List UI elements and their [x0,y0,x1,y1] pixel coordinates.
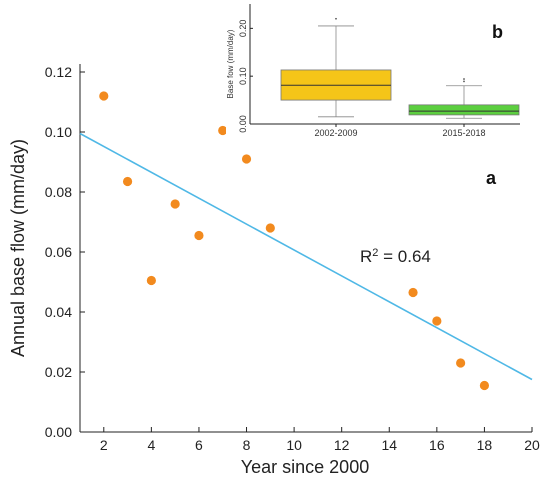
inset-y-ticks: 0.00 0.10 0.20 [238,20,253,133]
y-tick-label: 0.08 [45,184,72,200]
inset-x-tick-label: 2002-2009 [314,128,357,138]
trendline [79,132,533,381]
inset-y-tick-label: 0.10 [238,67,248,85]
outlier-point [463,78,465,80]
x-tick-label: 8 [243,437,251,453]
x-tick-label: 2 [100,437,108,453]
inset-axes [249,4,520,125]
x-tick-label: 14 [381,437,397,453]
data-point [241,154,252,164]
y-tick-label: 0.02 [45,364,72,380]
outlier-point [463,80,465,83]
inset-background [226,0,522,136]
x-tick-label: 4 [147,437,155,453]
x-tick-label: 16 [429,437,445,453]
y-ticks: 0.00 0.02 0.04 0.06 0.08 0.10 0.12 [45,64,85,440]
outlier-point [335,17,337,20]
data-point [265,223,275,233]
data-point [170,199,180,209]
box-2015-2018 [408,78,520,119]
inset-y-tick-label: 0.00 [238,115,248,133]
panel-label-b: b [492,22,503,42]
data-point [99,91,109,101]
x-tick-label: 18 [477,437,493,453]
data-point [479,380,490,391]
data-point [408,287,418,298]
y-tick-label: 0.12 [45,64,72,80]
y-tick-label: 0.04 [45,304,72,320]
trendline-group [79,132,533,381]
y-axis-title: Annual base flow (mm/day) [8,139,28,357]
main-axes [79,64,532,433]
points-group [99,91,490,391]
inset-y-axis-title: Base fow (mm/day) [226,29,235,98]
panel-label-a: a [486,168,497,188]
data-point [456,358,466,368]
r-squared-annotation: R2 = 0.64 [360,247,431,266]
data-point [218,125,228,136]
y-tick-label: 0.00 [45,424,72,440]
y-tick-label: 0.06 [45,244,72,260]
x-ticks: 2 4 6 8 10 12 14 16 18 20 [100,427,540,453]
data-point [194,230,204,241]
box-2002-2009 [280,17,392,118]
x-tick-label: 6 [195,437,203,453]
data-point [122,176,133,187]
data-point [432,316,442,326]
inset-x-ticks: 2002-2009 2015-2018 [314,124,486,138]
box-iqr [408,104,520,116]
y-tick-label: 0.10 [45,124,72,140]
inset-boxes [280,17,520,119]
x-tick-label: 10 [286,437,302,453]
data-point [146,275,156,286]
inset-x-tick-label: 2015-2018 [442,128,485,138]
x-tick-label: 20 [524,437,540,453]
x-axis-title: Year since 2000 [241,457,369,477]
inset-y-tick-label: 0.20 [238,20,248,38]
x-tick-label: 12 [334,437,350,453]
